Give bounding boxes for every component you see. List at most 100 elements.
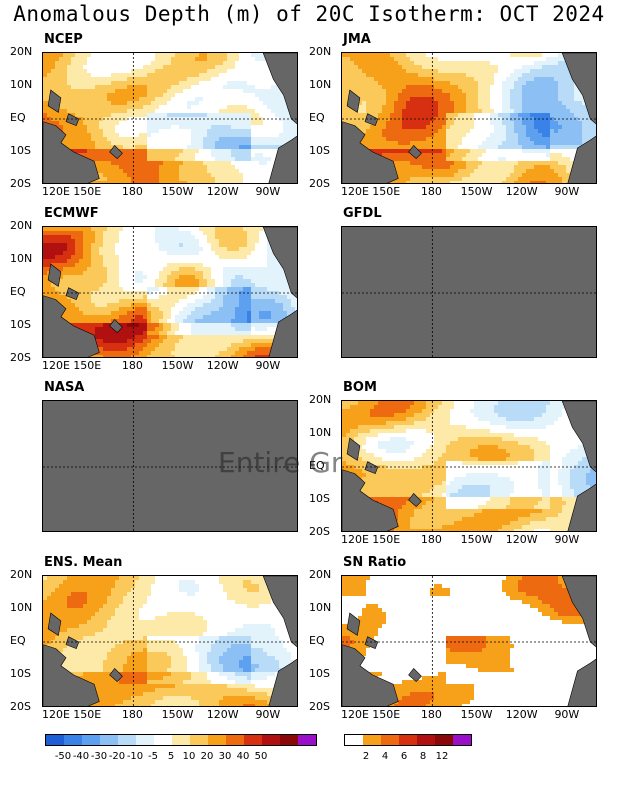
x-tick-label: 180: [121, 708, 143, 721]
anomaly-colorbar-label: -40: [72, 751, 90, 762]
anomaly-colorbar-swatch: [136, 735, 154, 745]
x-tick-label: 90W: [255, 185, 281, 198]
snr-colorbar-label: 2: [362, 751, 370, 762]
y-tick-label: 20S: [10, 351, 31, 364]
anomaly-colorbar-label: 10: [182, 751, 196, 762]
y-tick-label: 10N: [309, 601, 332, 614]
y-tick-label: 10S: [309, 667, 330, 680]
y-tick-label: 20N: [309, 393, 332, 406]
land-mass-2: [65, 113, 80, 126]
land-mass-3: [109, 318, 123, 334]
anomaly-colorbar-swatch: [262, 735, 280, 745]
map-svg-5: [342, 401, 596, 531]
anomaly-colorbar-swatch: [154, 735, 172, 745]
land-mass-1: [346, 437, 361, 461]
map-svg-3: [342, 227, 596, 357]
x-tick-label: 180: [420, 708, 442, 721]
y-tick-label: 10S: [10, 144, 31, 157]
y-tick-label: 10N: [10, 601, 33, 614]
x-tick-label: 150E: [372, 708, 401, 721]
x-tick-label: 120E: [341, 185, 369, 198]
land-mass-1: [47, 612, 62, 636]
land-mass-3: [408, 144, 422, 160]
map-panel-5: [341, 400, 597, 532]
y-tick-label: 20N: [309, 568, 332, 581]
land-mass-2: [364, 636, 379, 649]
land-mass-3: [109, 144, 123, 160]
y-tick-label: 10S: [10, 667, 31, 680]
x-tick-label: 120W: [206, 185, 239, 198]
land-mass-0: [342, 121, 399, 183]
y-tick-label: EQ: [10, 111, 26, 124]
y-tick-label: 20S: [10, 700, 31, 713]
anomaly-colorbar-label: -30: [90, 751, 108, 762]
x-tick-label: 90W: [554, 708, 580, 721]
map-panel-3: [341, 226, 597, 358]
anomaly-colorbar-swatch: [82, 735, 100, 745]
land-mass-0: [43, 644, 100, 706]
anomaly-colorbar-swatch: [64, 735, 82, 745]
x-tick-label: 150E: [372, 185, 401, 198]
anomaly-colorbar-label: -20: [108, 751, 126, 762]
land-mass-2: [364, 461, 379, 474]
land-mass-5: [268, 309, 297, 357]
panel-label-4: NASA: [44, 380, 85, 395]
anomaly-colorbar-swatch: [172, 735, 190, 745]
anomaly-colorbar-label: -50: [54, 751, 72, 762]
x-tick-label: 90W: [255, 708, 281, 721]
anomaly-colorbar-swatch: [226, 735, 244, 745]
anomaly-colorbar-swatch: [46, 735, 64, 745]
snr-colorbar-swatch: [363, 735, 381, 745]
missing-data-fill: [43, 401, 297, 531]
y-tick-label: 20N: [10, 568, 33, 581]
y-tick-label: 10N: [309, 78, 332, 91]
y-tick-label: 20S: [309, 525, 330, 538]
x-tick-label: 180: [121, 185, 143, 198]
y-tick-label: EQ: [309, 634, 325, 647]
anomaly-colorbar-swatch: [208, 735, 226, 745]
y-tick-label: 10S: [10, 318, 31, 331]
map-panel-2: [42, 226, 298, 358]
anomaly-colorbar-swatch: [118, 735, 136, 745]
x-tick-label: 150W: [161, 359, 194, 372]
y-tick-label: 10N: [10, 252, 33, 265]
map-panel-0: [42, 52, 298, 184]
land-mass-0: [43, 295, 100, 357]
land-mass-2: [65, 636, 80, 649]
map-svg-4: [43, 401, 297, 531]
land-mass-0: [342, 469, 399, 531]
land-mass-2: [65, 287, 80, 300]
y-tick-label: 10N: [309, 426, 332, 439]
land-mass-0: [342, 644, 399, 706]
map-svg-2: [43, 227, 297, 357]
land-mass-1: [346, 612, 361, 636]
y-tick-label: 10S: [309, 492, 330, 505]
x-tick-label: 90W: [255, 359, 281, 372]
x-tick-label: 120E: [42, 708, 70, 721]
anomaly-colorbar-swatch: [298, 735, 316, 745]
anomaly-colorbar-swatch: [280, 735, 298, 745]
land-mass-2: [364, 113, 379, 126]
x-tick-label: 150W: [460, 708, 493, 721]
map-panel-1: [341, 52, 597, 184]
anomaly-colorbar-swatch: [190, 735, 208, 745]
y-tick-label: 10S: [309, 144, 330, 157]
snr-colorbar-label: 6: [400, 751, 408, 762]
snr-colorbar-swatch: [381, 735, 399, 745]
panel-label-0: NCEP: [44, 32, 83, 47]
x-tick-label: 120E: [341, 708, 369, 721]
x-tick-label: 120E: [42, 359, 70, 372]
snr-colorbar-label: 4: [381, 751, 389, 762]
panel-label-6: ENS. Mean: [44, 555, 123, 570]
land-mass-5: [567, 658, 596, 706]
snr-colorbar-swatch: [453, 735, 471, 745]
land-mass-5: [567, 483, 596, 531]
x-tick-label: 120W: [505, 708, 538, 721]
x-tick-label: 150W: [460, 185, 493, 198]
anomaly-colorbar: [45, 734, 317, 746]
map-panel-6: [42, 575, 298, 707]
x-tick-label: 150W: [161, 185, 194, 198]
map-svg-6: [43, 576, 297, 706]
anomaly-colorbar-label: 5: [167, 751, 175, 762]
snr-colorbar-label: 8: [419, 751, 427, 762]
